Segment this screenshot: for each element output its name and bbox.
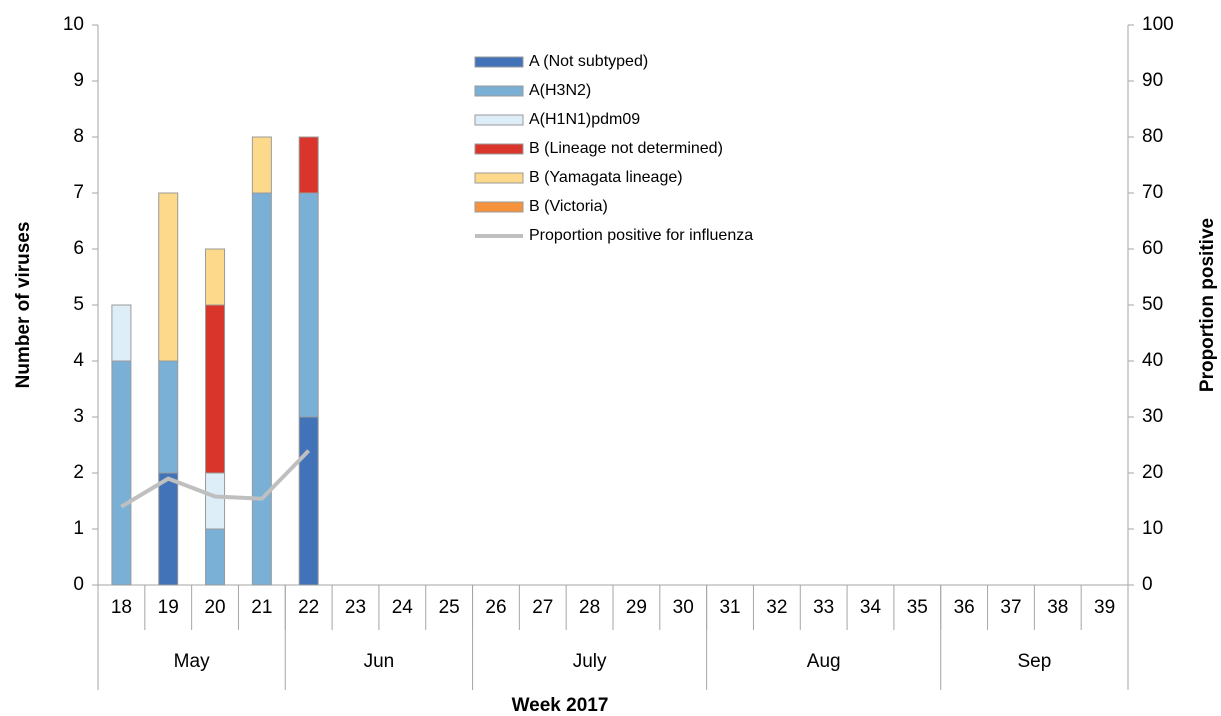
- bar-segment: [298, 192, 319, 418]
- x-tick-label: 33: [813, 597, 834, 618]
- x-tick-label: 20: [204, 597, 225, 618]
- x-tick-label: 28: [579, 597, 600, 618]
- bar-segment: [205, 248, 226, 306]
- legend-swatch: [474, 56, 524, 68]
- line: [120, 449, 311, 509]
- y-tick-label: 1: [73, 518, 84, 539]
- y2-axis-title: Proportion positive: [1197, 218, 1218, 392]
- legend: A (Not subtyped) A(H3N2) A(H1N1)pdm09 B (Li…: [474, 53, 753, 244]
- bar-segment: [298, 416, 319, 586]
- bar-segment: [158, 472, 179, 586]
- legend-label: B (Yamagata lineage): [529, 169, 683, 186]
- bar-segment: [111, 304, 132, 362]
- bar-segment: [111, 360, 132, 586]
- y2-tick-label: 10: [1142, 518, 1163, 539]
- y2-tick-label: 50: [1142, 294, 1163, 315]
- x-tick-label: 38: [1047, 597, 1068, 618]
- y-tick-label: 5: [73, 294, 84, 315]
- y2-tick-label: 70: [1142, 182, 1163, 203]
- x-tick-label: 36: [954, 597, 975, 618]
- y-tick-label: 6: [73, 238, 84, 259]
- y-tick-label: 9: [73, 70, 84, 91]
- y-tick-label: 10: [63, 14, 84, 35]
- bar-segment: [298, 136, 319, 194]
- x-tick-label: 25: [439, 597, 460, 618]
- x-tick-label: 31: [719, 597, 740, 618]
- x-group-label: July: [573, 651, 607, 672]
- bar-segment: [158, 360, 179, 474]
- x-group-label: May: [174, 651, 210, 672]
- x-tick-label: 37: [1000, 597, 1021, 618]
- x-tick-label: 21: [251, 597, 272, 618]
- x-tick-label: 29: [626, 597, 647, 618]
- y2-tick-label: 20: [1142, 462, 1163, 483]
- y2-tick-label: 30: [1142, 406, 1163, 427]
- x-tick-label: 35: [907, 597, 928, 618]
- y2-tick-label: 40: [1142, 350, 1163, 371]
- x-tick-label: 39: [1094, 597, 1115, 618]
- x-group-label: Sep: [1017, 651, 1051, 672]
- legend-swatch: [474, 85, 524, 97]
- legend-label: Proportion positive for influenza: [529, 227, 753, 244]
- x-group-label: Jun: [364, 651, 395, 672]
- y-tick-label: 3: [73, 406, 84, 427]
- y2-tick-label: 90: [1142, 70, 1163, 91]
- x-tick-label: 27: [532, 597, 553, 618]
- bar-segment: [158, 192, 179, 362]
- legend-swatch: [474, 143, 524, 155]
- x-axis-title: Week 2017: [512, 695, 609, 716]
- legend-swatch: [474, 172, 524, 184]
- y-tick-label: 7: [73, 182, 84, 203]
- bar-segment: [205, 472, 226, 530]
- legend-swatch: [474, 114, 524, 126]
- y-axis-title: Number of viruses: [13, 222, 34, 389]
- bar-segment: [205, 528, 226, 586]
- y-tick-label: 0: [73, 574, 84, 595]
- y2-tick-label: 60: [1142, 238, 1163, 259]
- y2-tick-label: 0: [1142, 574, 1153, 595]
- legend-swatch: [474, 201, 524, 213]
- y-tick-label: 8: [73, 126, 84, 147]
- legend-label: B (Victoria): [529, 198, 608, 215]
- x-tick-label: 22: [298, 597, 319, 618]
- x-tick-label: 34: [860, 597, 882, 618]
- bar-segment: [251, 192, 272, 586]
- y2-tick-label: 100: [1142, 14, 1174, 35]
- x-tick-label: 24: [392, 597, 414, 618]
- y-tick-label: 4: [73, 350, 84, 371]
- x-tick-label: 23: [345, 597, 366, 618]
- x-tick-label: 26: [485, 597, 506, 618]
- legend-label: A(H1N1)pdm09: [529, 111, 640, 128]
- x-tick-label: 30: [673, 597, 694, 618]
- y-tick-label: 2: [73, 462, 84, 483]
- x-tick-label: 19: [158, 597, 179, 618]
- legend-label: B (Lineage not determined): [529, 140, 723, 157]
- y2-tick-label: 80: [1142, 126, 1163, 147]
- x-tick-label: 18: [111, 597, 132, 618]
- bar-segment: [251, 136, 272, 194]
- bar-segment: [205, 304, 226, 474]
- x-group-label: Aug: [807, 651, 841, 672]
- legend-label: A (Not subtyped): [529, 53, 648, 70]
- legend-label: A(H3N2): [529, 82, 591, 99]
- x-tick-label: 32: [766, 597, 787, 618]
